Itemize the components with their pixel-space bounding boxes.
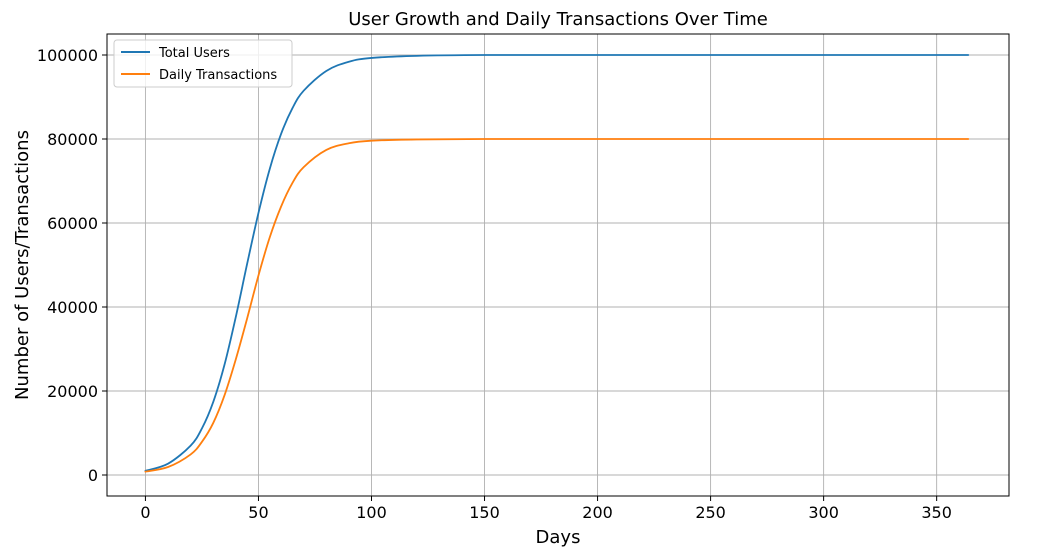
- x-tick-label: 250: [695, 503, 726, 522]
- y-tick-label: 20000: [47, 382, 98, 401]
- x-tick-label: 150: [469, 503, 500, 522]
- y-tick-label: 40000: [47, 298, 98, 317]
- x-tick-label: 300: [808, 503, 839, 522]
- series-lines: [144, 54, 970, 473]
- chart-title: User Growth and Daily Transactions Over …: [348, 9, 768, 30]
- x-tick-label: 200: [582, 503, 613, 522]
- series-line-daily-transactions: [144, 138, 970, 473]
- y-tick-label: 80000: [47, 130, 98, 149]
- plot-frame: [106, 33, 1010, 497]
- axis-ticks: 0 50 100 150 200 250 300 350 0 20000 40000 60000 800…: [37, 46, 952, 522]
- legend: Total Users Daily Transactions: [113, 39, 293, 88]
- x-tick-label: 100: [356, 503, 387, 522]
- series-line-total-users: [144, 54, 970, 472]
- y-tick-label: 0: [88, 466, 98, 485]
- y-tick-label: 60000: [47, 214, 98, 233]
- x-axis-label: Days: [536, 527, 581, 548]
- legend-label-daily-transactions: Daily Transactions: [159, 68, 277, 83]
- y-axis-label: Number of Users/Transactions: [12, 130, 33, 400]
- legend-box: [113, 39, 293, 88]
- legend-label-total-users: Total Users: [158, 46, 230, 61]
- y-tick-label: 100000: [37, 46, 98, 65]
- x-tick-label: 0: [140, 503, 150, 522]
- grid: [107, 34, 1009, 496]
- x-tick-label: 350: [921, 503, 952, 522]
- x-tick-label: 50: [248, 503, 268, 522]
